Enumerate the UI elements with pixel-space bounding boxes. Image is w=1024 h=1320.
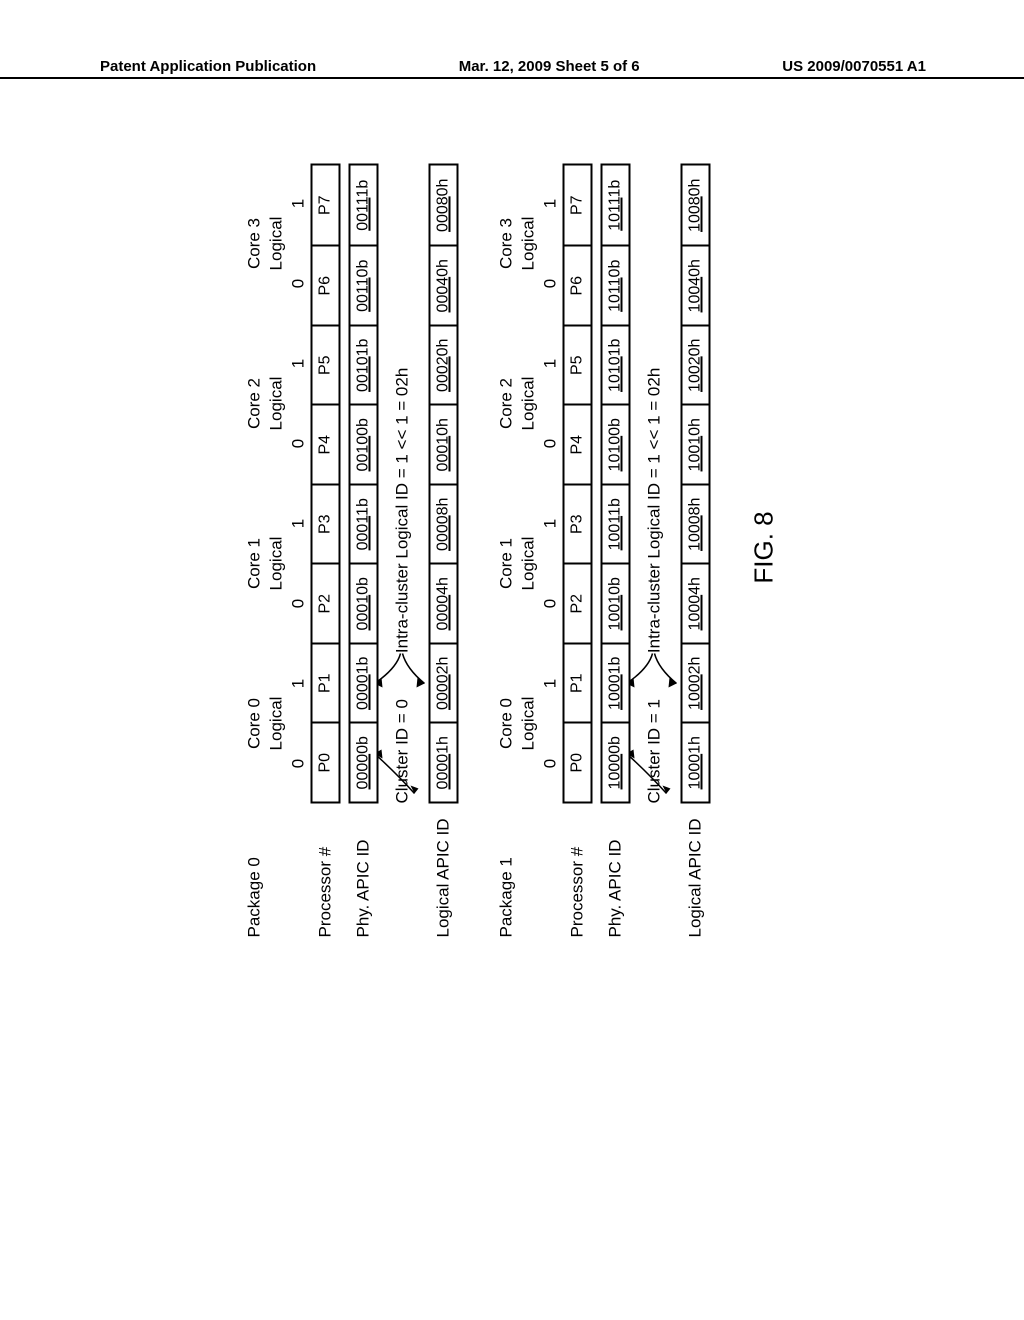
package-1-title: Package 1 [497, 804, 563, 938]
log-row-1: Logical APIC ID 10001h 10002h 10004h 100… [681, 158, 711, 938]
phy-row-0: Phy. APIC ID 00000b 00001b 00010b 00011b… [349, 158, 379, 938]
proc-row-0: Processor # P0 P1 P2 P3 P4 P5 P6 P7 [311, 158, 341, 938]
phy-cells-0: 00000b 00001b 00010b 00011b 00100b 00101… [349, 164, 379, 804]
header-middle: Mar. 12, 2009 Sheet 5 of 6 [459, 58, 640, 75]
cluster-line-1: Cluster ID = 1 Intra-cluster Logical ID … [639, 158, 671, 938]
phy-row-1: Phy. APIC ID 10000b 10001b 10010b 10011b… [601, 158, 631, 938]
figure-caption: FIG. 8 [749, 158, 780, 938]
core-3-header: Core 3 Logical 01 [245, 164, 311, 324]
log-cell: 00080h [431, 166, 457, 245]
phy-cell: 00101b [351, 325, 377, 405]
header-left: Patent Application Publication [100, 58, 316, 75]
phy-cell: 00111b [351, 166, 377, 245]
log-row-0: Logical APIC ID 00001h 00002h 00004h 000… [429, 158, 459, 938]
core-header-row-0: Package 0 Core 0 Logical 01 Core 1 Logic… [245, 158, 311, 938]
figure-8: Package 0 Core 0 Logical 01 Core 1 Logic… [245, 158, 780, 938]
phy-cell: 00010b [351, 563, 377, 643]
log-cell: 00002h [431, 643, 457, 723]
log-cells-0: 00001h 00002h 00004h 00008h 00010h 00020… [429, 164, 459, 804]
log-cell: 00020h [431, 325, 457, 405]
proc-row-1: Processor # P0 P1 P2 P3 P4 P5 P6 P7 [563, 158, 593, 938]
log-cell: 00040h [431, 245, 457, 325]
log-cell: 00010h [431, 404, 457, 484]
package-0-block: Package 0 Core 0 Logical 01 Core 1 Logic… [245, 158, 459, 938]
core-2-header: Core 2 Logical 01 [245, 324, 311, 484]
core-0-header: Core 0 Logical 01 [245, 644, 311, 804]
proc-cells-0: P0 P1 P2 P3 P4 P5 P6 P7 [311, 164, 341, 804]
phy-cell: 00011b [351, 484, 377, 564]
log-cell: 00008h [431, 484, 457, 564]
header-right: US 2009/0070551 A1 [782, 58, 926, 75]
phy-cell: 00000b [351, 722, 377, 802]
core-1-header: Core 1 Logical 01 [245, 484, 311, 644]
page-header: Patent Application Publication Mar. 12, … [0, 58, 1024, 79]
log-cell: 00004h [431, 563, 457, 643]
package-0-title: Package 0 [245, 804, 311, 938]
cluster-line-0: Cluster ID = 0 Intra-cluster Logical ID … [387, 158, 419, 938]
package-1-block: Package 1 Core 0 Logical 01 Core 1 Logic… [497, 158, 711, 938]
core-header-row-1: Package 1 Core 0 Logical 01 Core 1 Logic… [497, 158, 563, 938]
phy-cell: 00100b [351, 404, 377, 484]
log-cell: 00001h [431, 722, 457, 802]
phy-cell: 00001b [351, 643, 377, 723]
phy-cell: 00110b [351, 245, 377, 325]
